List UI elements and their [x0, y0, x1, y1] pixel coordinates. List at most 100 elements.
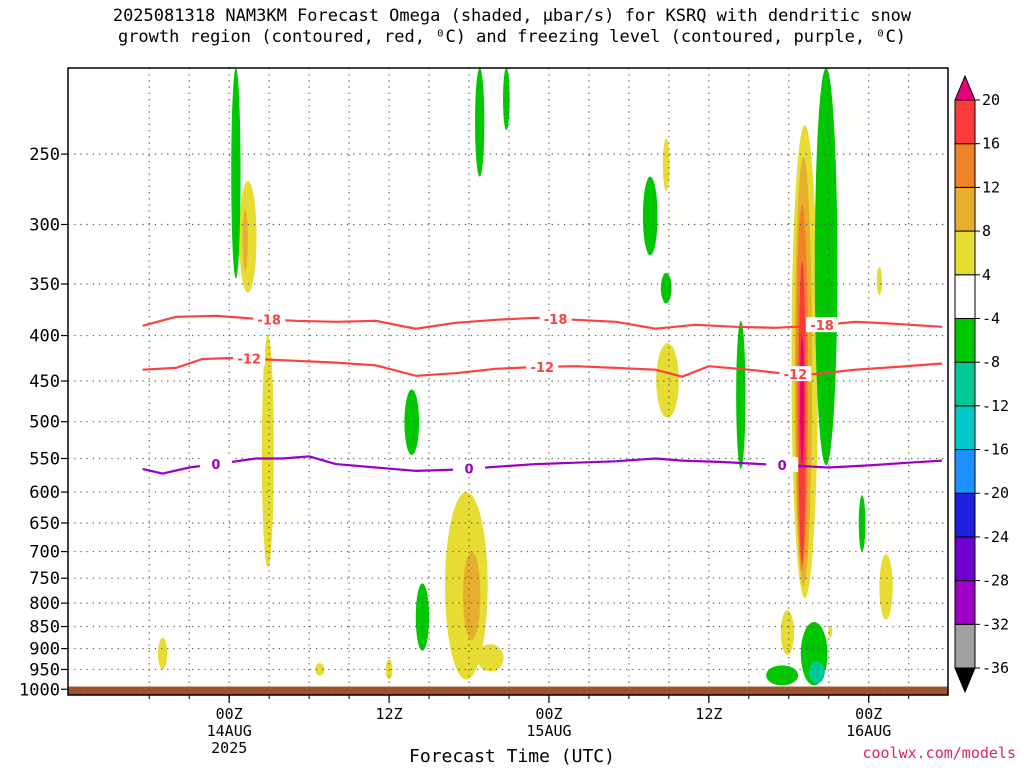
- y-tick-label: 800: [29, 594, 60, 614]
- colorbar-label: 16: [982, 135, 1000, 153]
- y-tick-label: 400: [29, 327, 60, 347]
- y-tick-label: 850: [29, 618, 60, 638]
- omega-blob: [660, 272, 672, 304]
- contour-label: 0: [778, 459, 787, 474]
- y-tick-label: 500: [29, 413, 60, 433]
- contour-label-bg: [539, 310, 572, 326]
- colorbar-box: [954, 317, 976, 363]
- y-tick-label: 300: [29, 216, 60, 236]
- plot-layer: -18 -18 -18 -12 -12 -12 0 0 0: [68, 68, 948, 695]
- colorbar-min-arrow: [954, 667, 976, 694]
- omega-blob: [876, 267, 883, 295]
- colorbar-box: [954, 361, 976, 407]
- surface-band: [68, 686, 948, 695]
- omega-blob: [404, 389, 420, 455]
- omega-blob: [656, 343, 679, 418]
- omega-blob: [261, 335, 274, 568]
- y-tick-label: 350: [29, 275, 60, 295]
- omega-blob: [503, 68, 510, 131]
- colorbar-label: -24: [982, 528, 1009, 546]
- contour-label: -12: [531, 361, 555, 376]
- contour-label-bg: [806, 317, 839, 333]
- y-tick-label: 600: [29, 483, 60, 503]
- omega-blob: [808, 661, 825, 684]
- colorbar-box: [954, 536, 976, 582]
- colorbar-label: 20: [982, 91, 1000, 109]
- colorbar-box: [954, 99, 976, 145]
- omega-blob: [477, 644, 504, 672]
- contour-label: -18: [257, 313, 281, 328]
- y-tick-label: 250: [29, 145, 60, 165]
- y-tick-label: 1000: [19, 680, 60, 700]
- contour-label-bg: [199, 456, 232, 472]
- omega-blob: [415, 583, 430, 651]
- y-tick-label: 950: [29, 660, 60, 680]
- y-tick-label: 650: [29, 514, 60, 534]
- contour-label-bg: [253, 311, 286, 327]
- colorbar-box: [954, 230, 976, 276]
- colorbar-label: 12: [982, 178, 1000, 196]
- omega-blob: [231, 68, 241, 279]
- colorbar-label: 8: [982, 222, 991, 240]
- contour-label: -18: [544, 313, 568, 328]
- x-tick-label: 12Z: [695, 705, 722, 723]
- contour-label-bg: [779, 366, 812, 382]
- colorbar-label: -16: [982, 441, 1009, 459]
- x-tick-label: 00Z: [535, 705, 562, 723]
- y-tick-label: 750: [29, 569, 60, 589]
- x-tick-label: 12Z: [376, 705, 403, 723]
- contour-label: 0: [465, 463, 474, 478]
- omega-blob: [800, 335, 805, 466]
- chart-title-line-2: growth region (contoured, red, ⁰C) and f…: [117, 27, 907, 47]
- colorbar-box: [954, 405, 976, 451]
- colorbar-label: -20: [982, 484, 1009, 502]
- contour-label: -12: [237, 353, 261, 368]
- colorbar-box: [954, 186, 976, 232]
- colorbar-label: -12: [982, 397, 1009, 415]
- omega-blob: [475, 68, 485, 177]
- x-tick-year: 2025: [211, 739, 247, 757]
- credit-link[interactable]: coolwx.com/models: [862, 744, 1016, 762]
- x-tick-date: 15AUG: [526, 722, 571, 740]
- contour-label-bg: [766, 457, 799, 473]
- x-tick-date: 16AUG: [846, 722, 891, 740]
- omega-blob: [766, 665, 799, 686]
- colorbar-box: [954, 143, 976, 188]
- omega-blob: [239, 180, 257, 293]
- y-tick-label: 900: [29, 640, 60, 660]
- omega-blob: [242, 208, 248, 271]
- x-axis-title: Forecast Time (UTC): [409, 746, 615, 767]
- colorbar-label: 4: [982, 266, 991, 284]
- colorbar-box: [954, 623, 976, 669]
- colorbar-box: [954, 580, 976, 625]
- colorbar-box: [954, 492, 976, 538]
- omega-blob: [315, 663, 325, 676]
- x-tick-label: 00Z: [855, 705, 882, 723]
- colorbar-label: -8: [982, 353, 1000, 371]
- contour-label: -18: [810, 319, 834, 334]
- y-tick-label: 700: [29, 543, 60, 563]
- omega-blob: [736, 320, 746, 469]
- omega-blob: [814, 68, 838, 466]
- colorbar-box: [954, 449, 976, 494]
- x-tick-date: 14AUG: [207, 722, 252, 740]
- omega-blob: [828, 626, 833, 638]
- colorbar-max-arrow: [954, 74, 976, 101]
- contour-label: 0: [211, 458, 220, 473]
- omega-blob: [385, 659, 393, 680]
- contour-label-bg: [453, 460, 486, 476]
- omega-blob: [662, 138, 670, 191]
- omega-blob: [463, 551, 481, 640]
- omega-blob: [642, 176, 658, 256]
- colorbar-label: -4: [982, 309, 1000, 327]
- omega-blob: [780, 610, 795, 655]
- contour-label-bg: [233, 350, 266, 366]
- y-tick-label: 450: [29, 372, 60, 392]
- omega-blob: [879, 554, 893, 620]
- colorbar-label: -28: [982, 572, 1009, 590]
- omega-blob: [157, 637, 168, 670]
- colorbar-label: -32: [982, 615, 1009, 633]
- contour-label: -12: [784, 368, 808, 383]
- colorbar-box: [954, 274, 976, 319]
